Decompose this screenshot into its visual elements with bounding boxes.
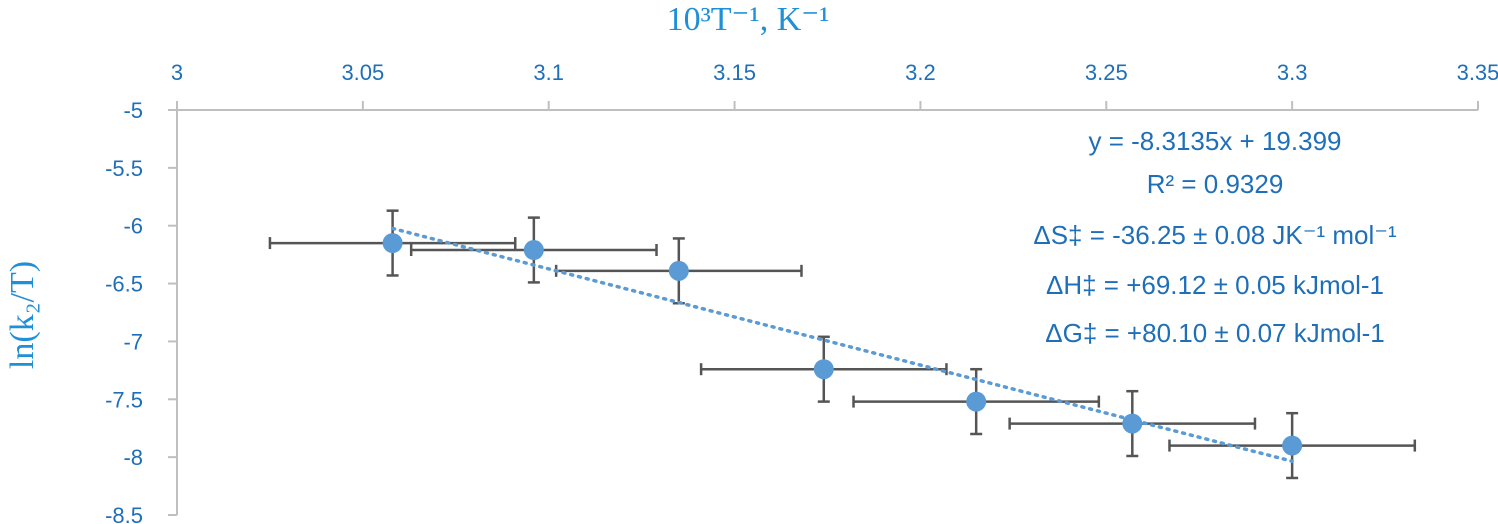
y-tick-labels: -5 -5.5 -6 -6.5 -7 -7.5 -8 -8.5: [105, 98, 143, 524]
x-tick-labels: 3 3.05 3.1 3.15 3.2 3.25 3.3 3.35: [171, 60, 1498, 85]
y-tick-label: -8: [123, 445, 143, 470]
x-tick-label: 3.15: [713, 60, 756, 85]
enthalpy-annotation: ΔH‡ = +69.12 ± 0.05 kJmol-1: [1046, 270, 1384, 300]
axes: [168, 101, 1479, 516]
x-tick-label: 3.1: [533, 60, 564, 85]
data-point: [1282, 435, 1303, 456]
data-point: [966, 391, 987, 412]
r-squared-annotation: R² = 0.9329: [1147, 169, 1284, 199]
equation-annotation: y = -8.3135x + 19.399: [1089, 126, 1342, 156]
x-tick-label: 3.2: [905, 60, 936, 85]
x-tick-label: 3.3: [1277, 60, 1308, 85]
y-tick-label: -7.5: [105, 387, 143, 412]
x-tick-label: 3.35: [1457, 60, 1498, 85]
y-tick-label: -6.5: [105, 272, 143, 297]
data-point: [668, 260, 689, 281]
y-tick-label: -7: [123, 329, 143, 354]
x-tick-label: 3.25: [1085, 60, 1128, 85]
data-point: [813, 359, 834, 380]
gibbs-annotation: ΔG‡ = +80.10 ± 0.07 kJmol-1: [1045, 318, 1385, 348]
x-axis-title: 10³T⁻¹, K⁻¹: [667, 1, 830, 38]
data-point: [523, 240, 544, 261]
y-tick-label: -6: [123, 214, 143, 239]
y-tick-label: -5.5: [105, 156, 143, 181]
x-tick-label: 3: [171, 60, 183, 85]
y-tick-label: -5: [123, 98, 143, 123]
y-axis-title: ln(k₂/T): [4, 261, 41, 369]
data-point: [382, 233, 403, 254]
data-points: [382, 233, 1303, 456]
entropy-annotation: ΔS‡ = -36.25 ± 0.08 JK⁻¹ mol⁻¹: [1033, 220, 1397, 250]
data-point: [1122, 413, 1143, 434]
y-tick-label: -8.5: [105, 503, 143, 524]
x-tick-label: 3.05: [341, 60, 384, 85]
